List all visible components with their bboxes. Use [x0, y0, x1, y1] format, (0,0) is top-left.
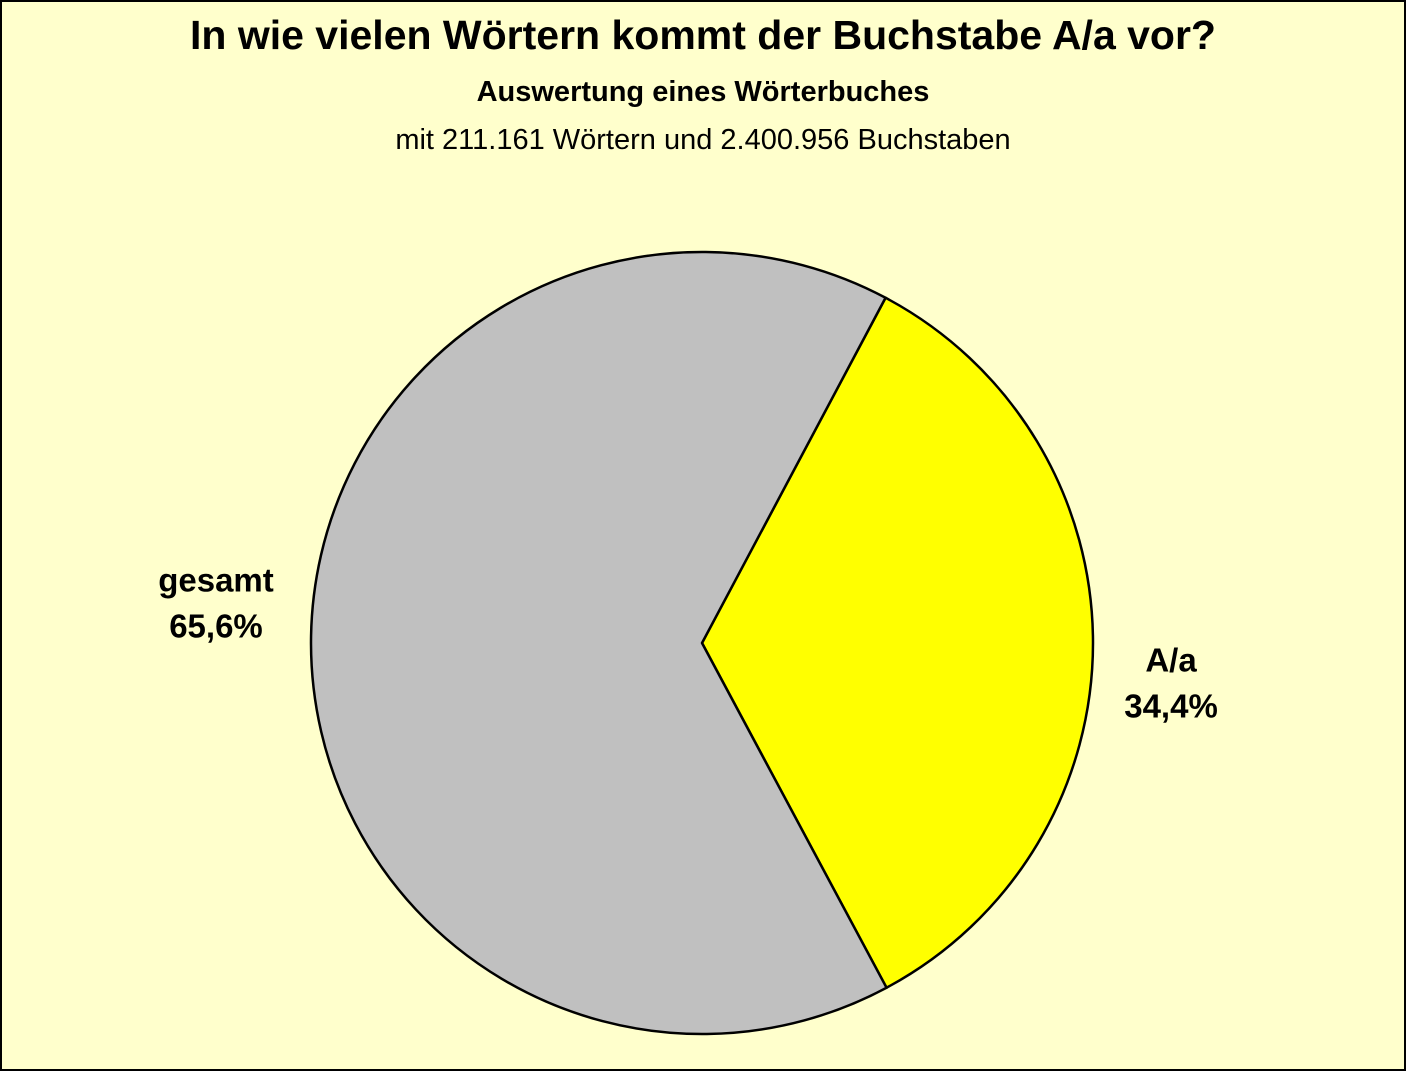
- chart-title: In wie vielen Wörtern kommt der Buchstab…: [190, 12, 1216, 58]
- slice-label-aa: A/a 34,4%: [1124, 637, 1218, 728]
- slice-percent-aa: 34,4%: [1124, 687, 1218, 724]
- slice-label-gesamt: gesamt 65,6%: [158, 557, 274, 648]
- slice-name-aa: A/a: [1145, 641, 1197, 679]
- chart-note: mit 211.161 Wörtern und 2.400.956 Buchst…: [395, 124, 1011, 156]
- pie-slice-gesamt: [309, 250, 888, 1036]
- slice-name-gesamt: gesamt: [158, 561, 274, 599]
- slice-percent-gesamt: 65,6%: [169, 607, 263, 644]
- chart-subtitle: Auswertung eines Wörterbuches: [476, 76, 930, 108]
- pie-slice-aa: [700, 296, 1095, 989]
